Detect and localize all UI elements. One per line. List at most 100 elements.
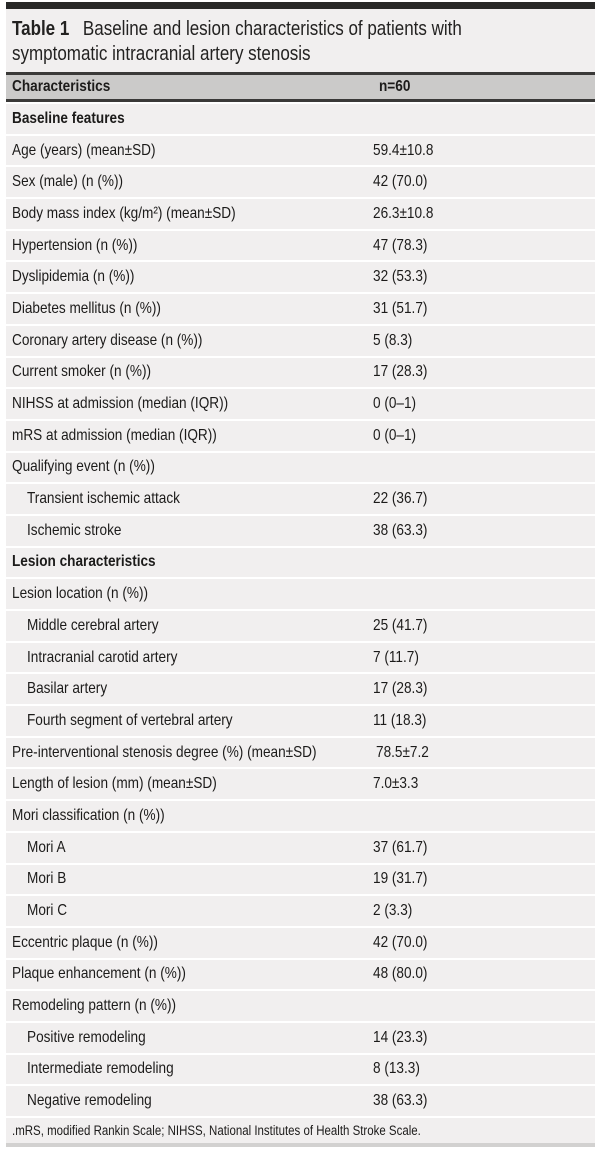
row-value: 0 (0–1) [373, 426, 417, 444]
row-value-cell: 32 (53.3) [367, 268, 595, 286]
row-value-cell: 14 (23.3) [367, 1029, 595, 1047]
row-value-cell: 17 (28.3) [367, 680, 595, 698]
row-value-cell: 78.5±7.2 [370, 744, 595, 762]
row-label-cell: Age (years) (mean±SD) [6, 142, 367, 160]
row-value: 38 (63.3) [373, 521, 428, 539]
row-label: Pre-interventional stenosis degree (%) (… [12, 743, 317, 761]
row-value-cell [367, 997, 595, 1015]
row-value-cell: 2 (3.3) [367, 902, 595, 920]
table-row: Negative remodeling 38 (63.3) [6, 1084, 595, 1116]
table-caption-block: Table 1 Baseline and lesion characteristi… [6, 9, 595, 72]
row-value: 0 (0–1) [373, 395, 417, 413]
row-value-cell: 38 (63.3) [367, 522, 595, 540]
table-row: Sex (male) (n (%)) 42 (70.0) [6, 165, 595, 198]
row-label-cell: Length of lesion (mm) (mean±SD) [6, 775, 367, 793]
row-value-cell: 0 (0–1) [367, 427, 595, 445]
row-label-cell: Basilar artery [6, 680, 367, 698]
row-value-cell: 8 (13.3) [367, 1060, 595, 1078]
row-label: Mori A [27, 838, 66, 856]
row-value-cell: 26.3±10.8 [367, 205, 595, 223]
row-label: Negative remodeling [27, 1092, 152, 1110]
row-value: 38 (63.3) [373, 1092, 428, 1110]
row-label-cell: Lesion characteristics [6, 553, 367, 571]
row-label-cell: Body mass index (kg/m²) (mean±SD) [6, 205, 367, 223]
row-value: 37 (61.7) [373, 838, 428, 856]
row-label-cell: Diabetes mellitus (n (%)) [6, 300, 367, 318]
row-value-cell: 7 (11.7) [367, 649, 595, 667]
row-label-cell: Current smoker (n (%)) [6, 363, 367, 381]
row-label-cell: Middle cerebral artery [6, 617, 367, 635]
row-value-cell [367, 553, 595, 571]
table-bottom-rule [6, 1143, 595, 1147]
table-row: Remodeling pattern (n (%)) [6, 989, 595, 1021]
row-label-cell: Negative remodeling [6, 1092, 367, 1110]
row-label: Mori classification (n (%)) [12, 806, 165, 824]
row-label-cell: Coronary artery disease (n (%)) [6, 332, 367, 350]
table-row: Current smoker (n (%)) 17 (28.3) [6, 355, 595, 388]
row-value-cell [367, 807, 595, 825]
row-label: Lesion location (n (%)) [12, 585, 149, 603]
row-label: Fourth segment of vertebral artery [27, 711, 233, 729]
table-row: Positive remodeling 14 (23.3) [6, 1020, 595, 1053]
row-value-cell: 17 (28.3) [367, 363, 595, 381]
row-label: Coronary artery disease (n (%)) [12, 331, 203, 349]
table-top-rule [6, 2, 595, 9]
header-characteristics-label: Characteristics [12, 78, 111, 95]
row-label: Age (years) (mean±SD) [12, 141, 156, 159]
table-row: Qualifying event (n (%)) [6, 450, 595, 483]
row-label: Mori C [27, 902, 68, 920]
row-label: Basilar artery [27, 680, 108, 698]
row-label-cell: Remodeling pattern (n (%)) [6, 997, 367, 1015]
table-row: Transient ischemic attack 22 (36.7) [6, 482, 595, 514]
section-header-row: Baseline features [6, 102, 595, 134]
table-row: Fourth segment of vertebral artery 11 (18… [6, 704, 595, 736]
row-value-cell: 42 (70.0) [367, 934, 595, 952]
row-label: Sex (male) (n (%)) [12, 173, 124, 191]
row-value: 5 (8.3) [373, 331, 413, 349]
row-label: Eccentric plaque (n (%)) [12, 933, 158, 951]
row-label: Intracranial carotid artery [27, 648, 178, 666]
row-label-cell: Fourth segment of vertebral artery [6, 712, 367, 730]
row-value-cell: 25 (41.7) [367, 617, 595, 635]
row-value: 8 (13.3) [373, 1060, 420, 1078]
table-title: Baseline and lesion characteristics of p… [12, 18, 462, 65]
row-value-cell: 37 (61.7) [367, 839, 595, 857]
row-label-cell: Mori classification (n (%)) [6, 807, 367, 825]
row-label-cell: Mori A [6, 839, 367, 857]
table-row: Dyslipidemia (n (%)) 32 (53.3) [6, 260, 595, 293]
row-value-cell: 48 (80.0) [367, 965, 595, 983]
row-label-cell: Lesion location (n (%)) [6, 585, 367, 603]
row-value: 14 (23.3) [373, 1028, 428, 1046]
row-value-cell: 5 (8.3) [367, 332, 595, 350]
table-row: Intermediate remodeling 8 (13.3) [6, 1052, 595, 1085]
row-value-cell: 38 (63.3) [367, 1092, 595, 1110]
row-label: Positive remodeling [27, 1028, 146, 1046]
row-label: Length of lesion (mm) (mean±SD) [12, 775, 217, 793]
table-footnote: .mRS, modified Rankin Scale; NIHSS, Nati… [6, 1116, 595, 1143]
table-row: Coronary artery disease (n (%)) 5 (8.3) [6, 323, 595, 356]
row-value-cell: 19 (31.7) [367, 870, 595, 888]
table-number: Table 1 [12, 18, 70, 40]
header-n-label: n=60 [379, 78, 411, 95]
table-row: Pre-interventional stenosis degree (%) (… [6, 735, 595, 768]
row-value: 17 (28.3) [373, 363, 428, 381]
row-label-cell: Mori B [6, 870, 367, 888]
row-label: Baseline features [12, 109, 125, 127]
row-value-cell [367, 458, 595, 476]
row-value: 26.3±10.8 [373, 204, 434, 222]
row-value: 2 (3.3) [373, 902, 413, 920]
row-value: 59.4±10.8 [373, 141, 434, 159]
row-label: Diabetes mellitus (n (%)) [12, 299, 161, 317]
header-cell-characteristics: Characteristics [6, 78, 367, 96]
table-row: Basilar artery 17 (28.3) [6, 672, 595, 705]
row-label: Dyslipidemia (n (%)) [12, 268, 135, 286]
footnote-text: .mRS, modified Rankin Scale; NIHSS, Nati… [12, 1123, 421, 1138]
row-label: Middle cerebral artery [27, 616, 159, 634]
row-label: Ischemic stroke [27, 521, 122, 539]
row-value: 17 (28.3) [373, 680, 428, 698]
table-row: Plaque enhancement (n (%)) 48 (80.0) [6, 957, 595, 990]
table-row: Mori A 37 (61.7) [6, 830, 595, 863]
header-cell-n: n=60 [367, 78, 595, 96]
row-label: mRS at admission (median (IQR)) [12, 426, 217, 444]
row-value: 19 (31.7) [373, 870, 428, 888]
